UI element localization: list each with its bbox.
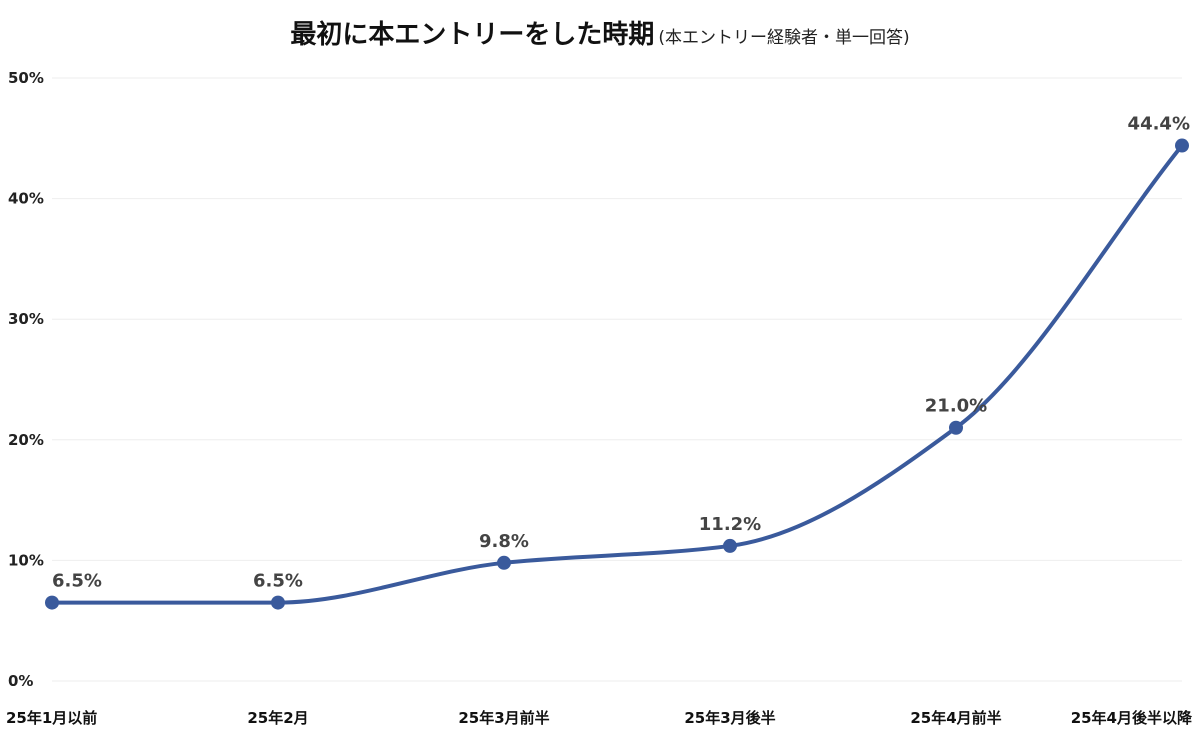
data-point <box>949 420 963 435</box>
data-point <box>271 595 285 610</box>
data-point <box>45 595 59 610</box>
x-axis-ticks: 25年1月以前 25年2月 25年3月前半 25年3月後半 25年4月前半 25年4月後半… <box>6 709 1193 727</box>
data-label: 9.8% <box>479 531 529 552</box>
data-labels: 6.5% 6.5% 9.8% 11.2% 21.0% 44.4% <box>52 114 1190 592</box>
x-tick-label: 25年4月前半 <box>910 709 1001 727</box>
y-tick-label: 0% <box>8 672 33 690</box>
data-label: 6.5% <box>52 571 102 592</box>
y-tick-label: 40% <box>8 190 44 208</box>
data-label: 44.4% <box>1128 114 1190 135</box>
data-point <box>723 538 737 553</box>
data-label: 11.2% <box>699 514 761 535</box>
y-tick-label: 50% <box>8 69 44 87</box>
y-tick-label: 10% <box>8 551 44 569</box>
chart-title: 最初に本エントリーをした時期 <box>290 20 655 50</box>
data-point <box>1175 138 1189 153</box>
x-tick-label: 25年4月後半以降 <box>1071 709 1193 727</box>
y-tick-label: 20% <box>8 431 44 449</box>
gridlines <box>52 77 1182 682</box>
series-line-group <box>50 143 1184 605</box>
y-tick-label: 30% <box>8 310 44 328</box>
data-label: 21.0% <box>925 396 987 417</box>
data-point <box>497 555 511 570</box>
data-label: 6.5% <box>253 571 303 592</box>
y-axis-ticks: 0% 10% 20% 30% 40% 50% <box>8 69 44 690</box>
x-tick-label: 25年2月 <box>247 709 308 727</box>
series-line <box>50 143 1184 605</box>
chart-subtitle: (本エントリー経験者・単一回答) <box>658 28 910 48</box>
chart-title-block: 最初に本エントリーをした時期 (本エントリー経験者・単一回答) <box>0 14 1200 51</box>
data-points <box>45 138 1189 610</box>
x-tick-label: 25年1月以前 <box>6 709 97 727</box>
x-tick-label: 25年3月後半 <box>684 709 775 727</box>
x-tick-label: 25年3月前半 <box>458 709 549 727</box>
